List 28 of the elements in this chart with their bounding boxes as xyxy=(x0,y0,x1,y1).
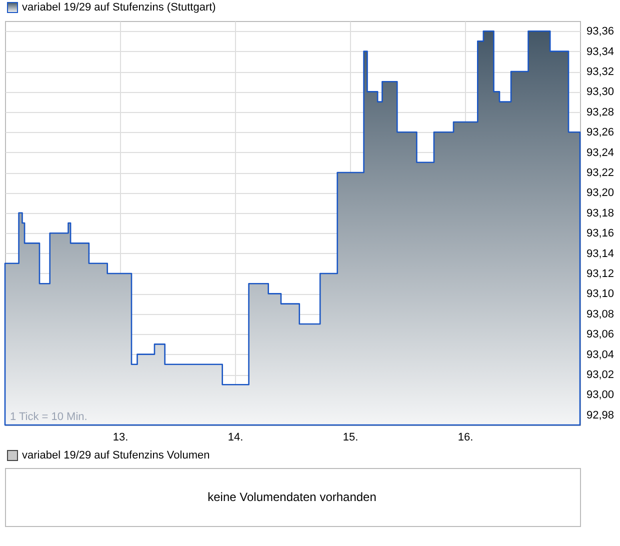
y-tick-label: 93,28 xyxy=(586,106,614,118)
y-tick-label: 93,36 xyxy=(586,26,614,38)
y-tick-label: 93,00 xyxy=(586,389,614,402)
y-tick-label: 93,14 xyxy=(586,248,614,260)
y-tick-label: 93,06 xyxy=(586,328,614,341)
y-tick-label: 93,16 xyxy=(586,228,614,240)
text: keine Volumendaten vorhanden xyxy=(208,490,376,504)
y-tick-label: 93,08 xyxy=(586,308,614,320)
y-tick-label: 93,26 xyxy=(586,126,614,139)
y-tick-label: 92,98 xyxy=(586,409,614,422)
y-tick-label: 93,18 xyxy=(586,207,614,220)
y-tick-label: 93,34 xyxy=(586,46,614,58)
y-tick-label: 93,02 xyxy=(586,369,614,381)
y-tick-label: 93,04 xyxy=(586,348,614,361)
y-tick-label: 93,24 xyxy=(586,146,614,159)
y-tick-label: 93,22 xyxy=(586,167,614,179)
legend-label: variabel 19/29 auf Stufenzins (Stuttgart) xyxy=(22,2,216,14)
x-tick-label: 14. xyxy=(228,432,244,444)
legend-label: variabel 19/29 auf Stufenzins Volumen xyxy=(22,450,210,462)
y-tick-label: 93,30 xyxy=(586,86,614,98)
y-tick-label: 93,10 xyxy=(586,288,614,300)
x-tick-label: 13. xyxy=(112,432,128,444)
x-tick-label: 15. xyxy=(342,432,358,444)
y-tick-label: 93,20 xyxy=(586,187,614,200)
y-tick-label: 93,12 xyxy=(586,268,614,280)
annotation: 1 Tick = 10 Min. xyxy=(10,411,88,423)
y-tick-label: 93,32 xyxy=(586,66,614,78)
x-tick-label: 16. xyxy=(458,432,474,444)
